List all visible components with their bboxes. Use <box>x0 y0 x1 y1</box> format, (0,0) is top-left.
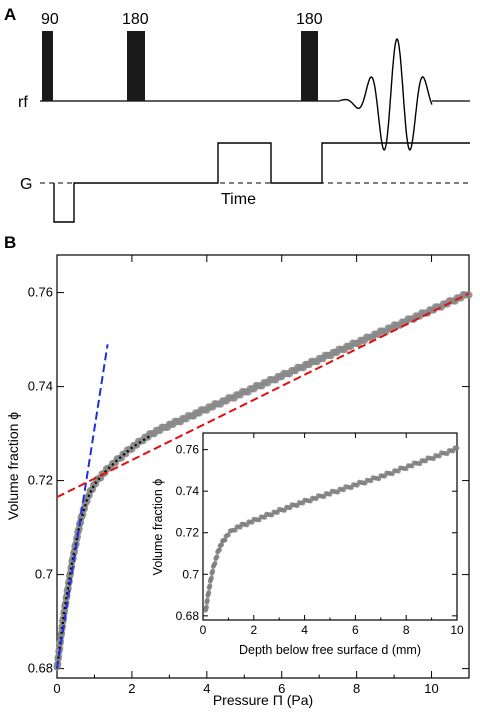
x-tick-label: 6 <box>278 681 285 696</box>
data-point <box>205 597 210 603</box>
panel-b-label: B <box>4 233 16 252</box>
y-tick-label: 0.72 <box>176 526 200 540</box>
pulse-label-180-second: 180 <box>296 11 323 28</box>
data-point <box>207 583 213 589</box>
data-point <box>204 604 209 610</box>
g-axis-label: G <box>20 176 32 193</box>
inset-axis-ticks: 0 2 4 6 8 10 0.68 0.7 0.72 0.74 0.76 <box>176 433 464 637</box>
inset-x-axis-label: Depth below free surface d (mm) <box>239 643 421 657</box>
y-tick-label: 0.7 <box>35 567 53 582</box>
pulse-label-180-first: 180 <box>122 11 149 28</box>
main-y-axis-label: Volume fraction ϕ <box>5 412 21 520</box>
data-point <box>214 554 220 559</box>
x-tick-label: 8 <box>403 623 410 637</box>
rf-axis-label: rf <box>18 94 28 111</box>
inset-y-axis-label: Volume fraction ϕ <box>151 479 165 576</box>
x-tick-label: 4 <box>301 623 308 637</box>
y-tick-label: 0.74 <box>176 484 200 498</box>
data-point <box>206 590 212 595</box>
data-point <box>465 291 473 299</box>
data-point <box>210 568 216 574</box>
data-point <box>454 445 460 451</box>
x-tick-label: 6 <box>352 623 359 637</box>
main-chart: 0 2 4 6 8 100.680.70.720.740.76 Pressure Π (P… <box>5 254 473 708</box>
y-tick-label: 0.76 <box>176 443 200 457</box>
main-x-axis-label: Pressure Π (Pa) <box>213 692 313 708</box>
panel-a-label: A <box>4 5 16 24</box>
panel-a-pulse-sequence: A 90 180 180 rf G Time <box>4 5 470 223</box>
x-tick-label: 0 <box>200 623 207 637</box>
x-tick-label: 8 <box>353 681 360 696</box>
data-point <box>219 542 225 548</box>
pulse-label-90: 90 <box>41 11 59 28</box>
main-axis-ticks: 0 2 4 6 8 100.680.70.720.740.76 <box>28 255 469 696</box>
y-tick-label: 0.72 <box>28 473 53 488</box>
y-tick-label: 0.68 <box>176 609 200 623</box>
data-point <box>209 575 214 581</box>
y-tick-label: 0.7 <box>182 567 199 581</box>
x-tick-label: 4 <box>203 681 210 696</box>
series-line-2 <box>56 344 109 669</box>
main-data-series <box>53 291 473 671</box>
time-axis-label: Time <box>221 191 256 208</box>
rf-pulse-90 <box>42 31 53 101</box>
x-tick-label: 0 <box>53 681 60 696</box>
gradient-waveform <box>53 142 470 223</box>
y-tick-label: 0.76 <box>28 285 53 300</box>
series-line-1 <box>55 434 152 669</box>
inset-data-series <box>203 445 460 613</box>
x-tick-label: 2 <box>128 681 135 696</box>
y-tick-label: 0.74 <box>28 379 53 394</box>
x-tick-label: 10 <box>450 623 464 637</box>
x-tick-label: 2 <box>250 623 257 637</box>
inset-chart: 0 2 4 6 8 10 0.68 0.7 0.72 0.74 0.76 Depth below f… <box>151 432 464 657</box>
echo-signal <box>339 38 433 151</box>
data-point <box>222 537 228 543</box>
data-point <box>212 560 218 566</box>
x-tick-label: 10 <box>424 681 438 696</box>
data-point <box>226 532 231 538</box>
main-plot-frame <box>56 254 470 679</box>
rf-pulse-180-second <box>301 31 318 101</box>
series-line-3 <box>56 292 470 498</box>
rf-pulse-180-first <box>127 31 145 101</box>
data-point <box>217 547 222 553</box>
y-tick-label: 0.68 <box>28 661 53 676</box>
